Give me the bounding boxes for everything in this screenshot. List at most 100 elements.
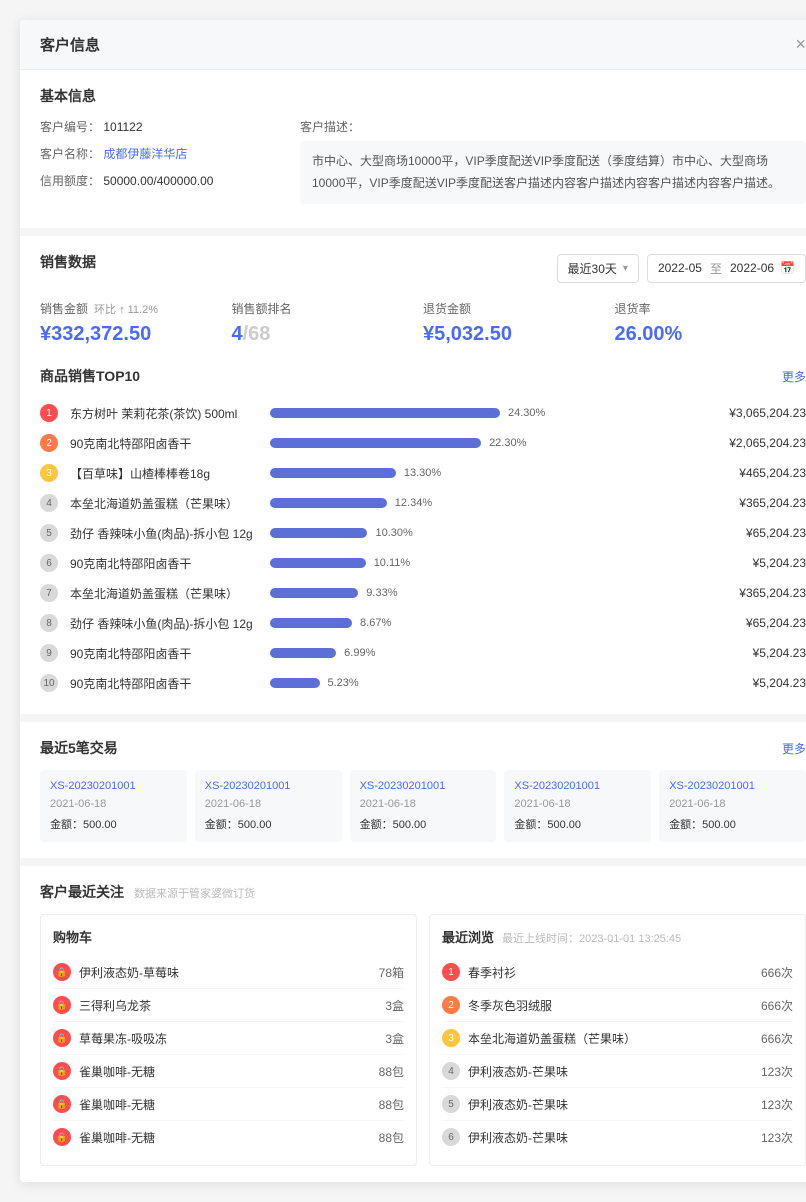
browse-item-qty: 666次	[761, 964, 793, 981]
range-select[interactable]: 最近30天 ▾	[557, 254, 639, 283]
top10-row: 10 90克南北特邵阳卤香干 5.23% ¥5,204.23	[40, 668, 806, 698]
bar	[270, 618, 352, 628]
rank-badge: 3	[40, 464, 58, 482]
top10-row: 1 东方树叶 茉莉花茶(茶饮) 500ml 24.30% ¥3,065,204.…	[40, 398, 806, 428]
trans-amount: 金额：500.00	[205, 816, 332, 832]
trans-date: 2021-06-18	[514, 798, 641, 810]
browse-item-qty: 123次	[761, 1063, 793, 1080]
metric: 销售金额环比 ↑ 11.2% ¥332,372.50	[40, 300, 232, 346]
cart-item-name: 雀巢咖啡-无糖	[79, 1129, 379, 1146]
cart-item: 🔒 伊利液态奶-草莓味 78箱	[53, 956, 404, 989]
trans-date: 2021-06-18	[360, 798, 487, 810]
browse-item: 3 本垒北海道奶盖蛋糕（芒果味） 666次	[442, 1022, 793, 1055]
rank-badge: 6	[40, 554, 58, 572]
rank-badge: 8	[40, 614, 58, 632]
trans-more-link[interactable]: 更多	[782, 740, 806, 757]
top10-row: 8 劲仔 香辣味小鱼(肉品)-拆小包 12g 8.67% ¥65,204.23	[40, 608, 806, 638]
close-icon[interactable]: ×	[795, 34, 806, 55]
cart-item: 🔒 雀巢咖啡-无糖 88包	[53, 1055, 404, 1088]
bar-pct: 10.11%	[374, 557, 411, 569]
transactions-section: 最近5笔交易 更多 XS-20230201001 2021-06-18 金额：5…	[20, 722, 806, 866]
browse-title: 最近浏览	[442, 927, 494, 946]
metric-label: 退货金额	[423, 300, 615, 317]
browse-item-name: 本垒北海道奶盖蛋糕（芒果味）	[468, 1030, 761, 1047]
product-name: 劲仔 香辣味小鱼(肉品)-拆小包 12g	[70, 525, 270, 542]
credit-value: 50000.00/400000.00	[103, 174, 213, 188]
bar	[270, 558, 366, 568]
trans-id: XS-20230201001	[205, 780, 332, 792]
browse-column: 最近浏览 最近上线时间：2023-01-01 13:25:45 1 春季衬衫 6…	[429, 914, 806, 1166]
bar-pct: 12.34%	[395, 497, 432, 509]
bar	[270, 408, 500, 418]
date-range-picker[interactable]: 2022-05 至 2022-06 📅	[647, 254, 806, 283]
sales-title: 销售数据	[40, 252, 96, 272]
sales-controls: 最近30天 ▾ 2022-05 至 2022-06 📅	[557, 254, 806, 283]
bar-area: 12.34%	[270, 497, 696, 509]
trans-date: 2021-06-18	[669, 798, 796, 810]
rank-badge: 9	[40, 644, 58, 662]
rank-badge: 6	[442, 1128, 460, 1146]
product-name: 本垒北海道奶盖蛋糕（芒果味）	[70, 495, 270, 512]
customer-name-link[interactable]: 成都伊藤洋华店	[103, 147, 187, 161]
cart-item-name: 三得利乌龙茶	[79, 997, 385, 1014]
bar	[270, 678, 320, 688]
desc-label: 客户描述：	[300, 118, 806, 135]
bar	[270, 588, 358, 598]
focus-section: 客户最近关注 数据来源于管家婆微订货 购物车 🔒 伊利液态奶-草莓味 78箱 🔒…	[20, 866, 806, 1182]
cart-item: 🔒 雀巢咖啡-无糖 88包	[53, 1088, 404, 1121]
trans-card[interactable]: XS-20230201001 2021-06-18 金额：500.00	[195, 770, 342, 842]
product-name: 90克南北特邵阳卤香干	[70, 435, 270, 452]
rank-badge: 2	[40, 434, 58, 452]
bar-area: 10.11%	[270, 557, 696, 569]
customer-id-value: 101122	[103, 120, 142, 134]
top10-more-link[interactable]: 更多	[782, 368, 806, 385]
bar-pct: 10.30%	[375, 527, 412, 539]
rank-badge: 3	[442, 1029, 460, 1047]
cart-item-name: 草莓果冻-吸吸冻	[79, 1030, 385, 1047]
product-name: 90克南北特邵阳卤香干	[70, 675, 270, 692]
basic-info-section: 基本信息 客户编号： 101122 客户名称： 成都伊藤洋华店 信用额度： 50…	[20, 70, 806, 236]
trans-amount: 金额：500.00	[50, 816, 177, 832]
browse-item-name: 伊利液态奶-芒果味	[468, 1096, 761, 1113]
trans-card[interactable]: XS-20230201001 2021-06-18 金额：500.00	[350, 770, 497, 842]
trans-card[interactable]: XS-20230201001 2021-06-18 金额：500.00	[659, 770, 806, 842]
cart-item-qty: 88包	[379, 1096, 404, 1113]
bar-pct: 22.30%	[489, 437, 526, 449]
product-amount: ¥465,204.23	[696, 466, 806, 480]
bar-area: 10.30%	[270, 527, 696, 539]
panel-header: 客户信息 ×	[20, 20, 806, 70]
cart-item-qty: 3盒	[385, 1030, 404, 1047]
trans-id: XS-20230201001	[360, 780, 487, 792]
lock-icon: 🔒	[53, 963, 71, 981]
trans-cards: XS-20230201001 2021-06-18 金额：500.00 XS-2…	[40, 770, 806, 842]
cart-item-name: 雀巢咖啡-无糖	[79, 1096, 379, 1113]
trans-id: XS-20230201001	[669, 780, 796, 792]
bar	[270, 648, 336, 658]
bar-pct: 24.30%	[508, 407, 545, 419]
bar-pct: 5.23%	[328, 677, 359, 689]
bar-area: 5.23%	[270, 677, 696, 689]
browse-item-qty: 666次	[761, 1030, 793, 1047]
top10-row: 7 本垒北海道奶盖蛋糕（芒果味） 9.33% ¥365,204.23	[40, 578, 806, 608]
product-name: 【百草味】山楂棒棒卷18g	[70, 465, 270, 482]
bar-area: 8.67%	[270, 617, 696, 629]
bar-area: 13.30%	[270, 467, 696, 479]
trans-card[interactable]: XS-20230201001 2021-06-18 金额：500.00	[504, 770, 651, 842]
cart-item-name: 雀巢咖啡-无糖	[79, 1063, 379, 1080]
bar	[270, 438, 481, 448]
lock-icon: 🔒	[53, 1062, 71, 1080]
browse-item-qty: 123次	[761, 1096, 793, 1113]
metric: 退货率 26.00%	[615, 300, 806, 346]
metric: 销售额排名 4/68	[232, 300, 424, 346]
product-name: 东方树叶 茉莉花茶(茶饮) 500ml	[70, 405, 270, 422]
product-amount: ¥65,204.23	[696, 616, 806, 630]
metric-value: 26.00%	[615, 323, 806, 346]
top10-row: 6 90克南北特邵阳卤香干 10.11% ¥5,204.23	[40, 548, 806, 578]
cart-item-qty: 3盒	[385, 997, 404, 1014]
cart-list: 🔒 伊利液态奶-草莓味 78箱 🔒 三得利乌龙茶 3盒 🔒 草莓果冻-吸吸冻 3…	[53, 956, 404, 1153]
trans-card[interactable]: XS-20230201001 2021-06-18 金额：500.00	[40, 770, 187, 842]
metric-label: 销售额排名	[232, 300, 424, 317]
customer-name-label: 客户名称：	[40, 147, 100, 161]
cart-item: 🔒 草莓果冻-吸吸冻 3盒	[53, 1022, 404, 1055]
range-label: 最近30天	[568, 260, 617, 277]
